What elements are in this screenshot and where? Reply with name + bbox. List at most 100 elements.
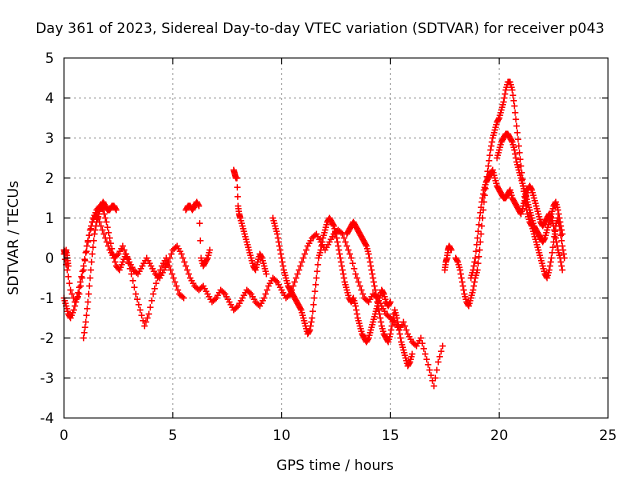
data-point [311,294,318,302]
data-point [163,254,170,262]
data-point [103,238,110,246]
data-point [340,270,347,278]
data-point [512,154,520,162]
data-point [334,242,342,250]
data-point [88,258,95,266]
data-point [349,296,356,303]
data-point [311,232,319,239]
data-point [369,270,376,278]
data-point [371,286,379,294]
data-point [154,274,161,282]
data-point [437,348,445,355]
data-point [167,266,174,274]
data-point [84,238,92,246]
data-point [77,282,84,290]
data-point [319,238,326,246]
data-point [157,266,164,274]
data-point [352,302,359,310]
y-tick-label: -3 [40,371,54,387]
data-point [366,254,373,262]
data-point [179,293,186,300]
data-point [559,230,566,238]
data-point [129,277,137,284]
data-point [367,262,375,270]
data-point [168,270,176,278]
data-point [556,218,564,226]
data-point [558,226,565,234]
data-point [185,270,192,278]
data-point [220,289,227,296]
data-point [306,326,314,334]
data-point [274,230,281,238]
data-point [508,137,515,144]
data-point [424,361,432,368]
data-point [138,312,145,319]
data-point [549,244,557,251]
data-point [79,268,86,275]
data-point [476,214,483,222]
data-point [352,270,359,278]
data-point [453,257,461,264]
data-point [181,258,188,266]
data-point [336,250,343,258]
data-point [511,102,518,110]
data-point [279,258,286,266]
series-trace-4 [182,198,213,270]
data-point [540,236,548,243]
y-tick-label: -2 [40,331,54,347]
data-point [317,246,324,254]
data-point [179,254,187,262]
data-point [472,254,479,262]
data-point [396,330,404,338]
data-point [277,250,285,258]
data-point [180,294,187,302]
data-point [386,300,393,307]
data-point [131,284,138,291]
data-point [369,274,377,282]
x-axis-ticks: 0 5 10 15 20 25 [60,58,617,444]
data-point [313,268,321,275]
data-point [348,254,355,262]
data-point [464,301,472,308]
data-point [509,92,517,99]
data-point [105,229,112,236]
data-point [246,289,253,296]
data-point [363,297,371,304]
data-point [233,174,241,182]
data-point [152,280,160,287]
data-point [126,265,134,272]
data-point [67,286,74,294]
data-point [422,350,429,358]
data-point [103,218,110,226]
data-point [514,136,522,143]
data-point [291,278,298,286]
data-point [552,234,559,242]
data-point [426,366,433,374]
data-point [417,334,425,342]
data-point [423,356,430,363]
data-point [362,241,369,248]
data-point [387,330,394,338]
data-point [457,270,464,278]
y-tick-label: 5 [45,51,54,67]
data-point [393,314,401,322]
data-point [512,116,520,123]
data-point [477,204,485,211]
data-point [474,260,482,267]
data-point [469,266,477,274]
data-point [206,246,213,254]
data-point [295,266,303,274]
data-point [86,274,94,282]
data-point [211,296,219,303]
data-point [329,221,337,228]
data-point [543,273,550,280]
data-point [276,242,283,250]
data-point [477,238,484,246]
data-point [475,221,483,228]
data-point [91,230,98,238]
data-point [555,210,562,218]
data-point [473,241,480,248]
data-point [477,209,484,216]
data-point [165,262,173,270]
data-point [478,198,485,206]
